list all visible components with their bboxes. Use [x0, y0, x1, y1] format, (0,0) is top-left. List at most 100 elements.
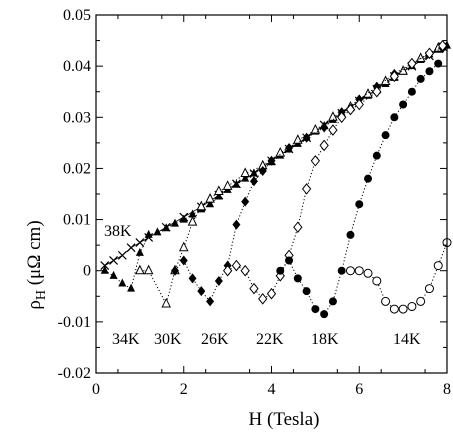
x-tick-label: 0: [92, 381, 100, 398]
point-26k: [267, 155, 276, 166]
point-18k: [320, 310, 329, 319]
point-38k: [126, 243, 136, 253]
point-34k: [241, 173, 250, 182]
point-18k: [364, 174, 373, 183]
point-30k: [205, 192, 215, 203]
y-tick-label: -0.02: [58, 365, 91, 382]
label-38k: 38K: [104, 223, 132, 240]
point-18k: [337, 266, 346, 275]
x-axis-label: H (Tesla): [249, 409, 320, 430]
y-tick-label: 0: [83, 263, 91, 280]
chart-marks: [100, 39, 452, 319]
point-18k: [346, 230, 355, 239]
point-22k: [407, 57, 417, 70]
point-18k: [302, 287, 311, 296]
point-30k: [196, 200, 207, 211]
point-22k: [231, 259, 242, 272]
tick-labels: 0 2 4 6 8 -0.02 -0.01 0 0.01 0.02 0.03 0.04 0.05: [58, 7, 451, 398]
point-26k: [320, 122, 329, 133]
point-34k: [214, 191, 223, 200]
series-line-26k: [174, 47, 443, 303]
point-22k: [354, 98, 364, 111]
y-axis-label: ρH (μΩ cm): [24, 220, 49, 309]
point-34k: [206, 199, 215, 208]
label-22k: 22K: [256, 331, 284, 348]
point-22k: [301, 183, 312, 195]
point-26k: [285, 142, 294, 153]
point-18k: [399, 100, 408, 109]
point-26k: [197, 286, 206, 297]
point-34k: [100, 265, 109, 274]
point-14k: [381, 296, 391, 306]
point-18k: [355, 200, 364, 209]
point-34k: [118, 278, 127, 287]
point-26k: [214, 275, 223, 286]
y-tick-label: 0.02: [63, 160, 91, 177]
point-22k: [258, 293, 268, 305]
point-18k: [381, 131, 390, 140]
series-18k: [276, 59, 443, 319]
point-34k: [144, 229, 153, 238]
y-axis-label-main: ρ: [24, 300, 45, 309]
point-26k: [241, 196, 250, 207]
point-34k: [127, 283, 136, 292]
svg-text:ρH (μΩ cm): ρH (μΩ cm): [24, 220, 49, 309]
point-22k: [345, 103, 356, 116]
point-14k: [363, 268, 373, 278]
point-26k: [206, 296, 215, 307]
point-22k: [293, 221, 303, 234]
point-34k: [109, 270, 118, 279]
point-38k: [117, 250, 127, 260]
y-tick-label: 0.04: [63, 58, 91, 75]
series-30k: [135, 42, 444, 308]
y-axis-label-sub: H: [34, 290, 49, 300]
point-38k: [100, 261, 110, 271]
point-18k: [293, 274, 302, 283]
point-18k: [372, 151, 381, 160]
point-22k: [337, 111, 347, 124]
label-30k: 30K: [154, 331, 182, 348]
point-26k: [232, 219, 241, 230]
point-22k: [266, 287, 277, 300]
point-38k: [109, 256, 118, 265]
point-34k: [232, 179, 241, 188]
point-26k: [188, 273, 197, 284]
point-38k: [135, 238, 145, 248]
point-34k: [153, 227, 162, 236]
point-22k: [240, 264, 250, 277]
series-26k: [170, 43, 447, 307]
point-22k: [437, 39, 448, 52]
point-34k: [179, 214, 188, 223]
point-18k: [425, 67, 434, 76]
point-22k: [319, 139, 329, 152]
point-18k: [311, 305, 320, 314]
x-tick-label: 4: [268, 381, 276, 398]
point-34k: [135, 247, 144, 256]
y-tick-label: 0.03: [63, 109, 91, 126]
point-22k: [310, 154, 321, 167]
point-30k: [398, 65, 408, 75]
point-30k: [187, 216, 198, 226]
point-34k: [170, 218, 179, 227]
point-22k: [372, 85, 382, 98]
point-30k: [161, 297, 172, 308]
point-34k: [249, 168, 258, 177]
label-14k: 14K: [393, 331, 421, 348]
point-30k: [214, 185, 224, 195]
point-18k: [434, 59, 443, 68]
point-22k: [222, 264, 233, 277]
point-18k: [285, 256, 294, 265]
x-tick-label: 8: [443, 381, 451, 398]
point-18k: [328, 297, 337, 306]
point-14k: [424, 284, 434, 294]
point-14k: [398, 304, 408, 314]
point-30k: [240, 167, 250, 178]
series-line-34k: [104, 45, 448, 290]
axis-ticks: [95, 14, 448, 374]
label-18k: 18K: [311, 331, 339, 348]
series-14k: [345, 238, 452, 314]
series-22k: [222, 39, 448, 305]
series-line-30k: [139, 47, 439, 306]
point-30k: [363, 88, 373, 98]
x-tick-label: 2: [180, 381, 188, 398]
